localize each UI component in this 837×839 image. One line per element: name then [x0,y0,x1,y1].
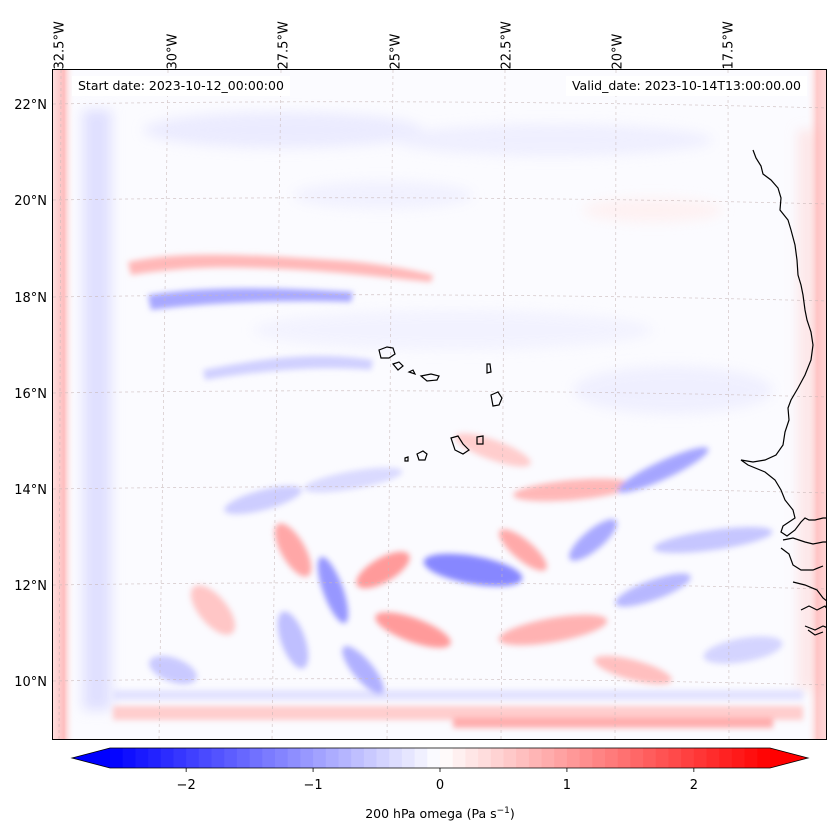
colorbar-segment [681,748,695,768]
colorbar-segment [401,748,416,768]
colorbar-segment [198,748,213,768]
lon-label-32-5w: 32.5°W [52,21,68,70]
colorbar-segment [731,748,746,768]
boa-vista-island [490,391,503,407]
lat-label-18n: 18°N [14,291,47,306]
colorbar-segment [173,748,187,768]
lat-label-10n: 10°N [14,675,47,690]
colorbar-segment [503,748,517,768]
colorbar-segment [592,748,606,768]
lon-label-20w: 20°W [610,33,626,70]
map-panel [52,69,827,740]
colorbar-segment [655,748,670,768]
colorbar-segment [465,748,479,768]
colorbar-segment [693,748,708,768]
maio-island [476,435,484,445]
brava-island [404,456,409,462]
colorbar-segment [490,748,505,768]
colorbar [70,747,810,772]
santiago-island [450,435,470,455]
colorbar-segment [376,748,390,768]
colorbar-extend-low [72,748,110,768]
lat-label-20n: 20°N [14,194,47,209]
lat-label-12n: 12°N [14,579,47,594]
colorbar-segment [617,748,631,768]
start-date-label: Start date: 2023-10-12_00:00:00 [72,76,290,96]
colorbar-segment [440,748,454,768]
colorbar-segment [706,748,720,768]
colorbar-segment [275,748,289,768]
colorbar-segment [541,748,555,768]
lon-label-17-5w: 17.5°W [721,21,737,70]
lat-label-22n: 22°N [14,98,47,113]
lon-label-30w: 30°W [165,33,181,70]
colorbar-segment [122,748,136,768]
colorbar-segment [414,748,428,768]
colorbar-title: 200 hPa omega (Pa s−1) [365,806,515,822]
sao-vicente-island [391,361,404,371]
colorbar-outline [70,747,810,769]
colorbar-segment [668,748,682,768]
coastline [378,149,826,636]
lon-label-25w: 25°W [388,33,404,70]
colorbar-segment [579,748,593,768]
colorbar-segment [389,748,403,768]
colorbar-segment [363,748,378,768]
colorbar-segment [478,748,492,768]
colorbar-segment [224,748,238,768]
colorbar-segment [643,748,657,768]
colorbar-segment [452,748,466,768]
colorbar-segment [351,748,365,768]
field-background [53,70,826,739]
colorbar-segment [135,748,149,768]
africa-coastline [740,149,826,537]
colorbar-tick-label: −2 [176,778,196,793]
colorbar-segment [719,748,733,768]
graticule [53,70,826,739]
colorbar-segment [757,748,771,768]
colorbar-segment [605,748,619,768]
colorbar-segment [516,748,530,768]
colorbar-extend-high [770,748,808,768]
valid-date-label: Valid_date: 2023-10-14T13:00:00.00 [565,76,807,96]
colorbar-segment [744,748,758,768]
sao-nicolau-island [419,373,440,382]
colorbar-segment [236,748,251,768]
colorbar-segment [313,748,327,768]
fogo-island [416,450,428,461]
lon-label-22-5w: 22.5°W [499,21,515,70]
santo-antao-island [378,346,396,359]
colorbar-segment [338,748,352,768]
colorbar-segment [160,748,175,768]
colorbar-segment [554,748,568,768]
colorbar-segment [211,748,225,768]
omega-field-map [53,70,826,739]
colorbar-tick-label: 1 [562,778,572,793]
colorbar-segment [148,748,162,768]
sal-island [486,363,492,374]
colorbar-segment [528,748,543,768]
colorbar-segment [110,748,124,768]
lat-label-14n: 14°N [14,483,47,498]
lat-label-16n: 16°N [14,387,47,402]
colorbar-segment [325,748,340,768]
colorbar-segment [186,748,200,768]
colorbar-tick-label: −1 [303,778,323,793]
colorbar-segment [287,748,301,768]
colorbar-tick-label: 0 [435,778,445,793]
colorbar-segment [262,748,276,768]
colorbar-tick-label: 2 [689,778,698,793]
colorbar-segment [300,748,314,768]
colorbar-segment [566,748,581,768]
lon-label-27-5w: 27.5°W [276,21,292,70]
colorbar-segment [630,748,644,768]
colorbar-segment [427,748,441,768]
colorbar-segment [249,748,263,768]
